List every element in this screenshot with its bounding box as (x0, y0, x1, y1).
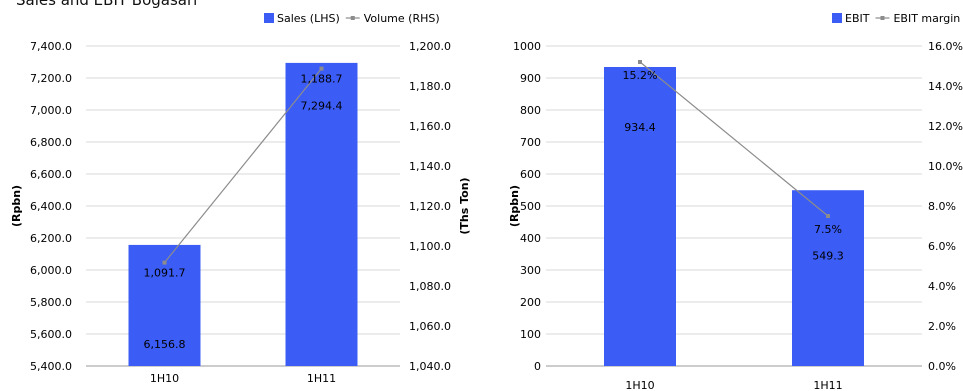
chart-2-ytick-label: 100 (520, 328, 541, 341)
chart-2-category-label: 1H11 (813, 379, 842, 391)
chart-1-ytick-label: 5,400.0 (30, 360, 72, 373)
chart-1-y2tick-label: 1,160.0 (409, 120, 451, 133)
chart-1-line-data-label: 1,091.7 (144, 267, 186, 280)
chart-1-y2tick-label: 1,180.0 (409, 80, 451, 93)
chart-2-ytick-label: 800 (520, 104, 541, 117)
chart-1-bar (285, 62, 358, 367)
chart-2-y-axis-title: (Rpbn) (508, 185, 521, 227)
chart-1-y2tick-label: 1,040.0 (409, 360, 451, 373)
page-title: Sales and EBIT Bogasari (16, 0, 198, 9)
chart-1-y2tick-label: 1,080.0 (409, 280, 451, 293)
chart-2-bar-data-label: 549.3 (812, 249, 844, 262)
chart-2-y2tick-label: 16.0% (928, 40, 963, 53)
chart-1-ytick-label: 5,800.0 (30, 296, 72, 309)
chart-2-ytick-label: 500 (520, 200, 541, 213)
chart-1-series-line (164, 68, 322, 263)
chart-1-ytick-label: 7,400.0 (30, 40, 72, 53)
chart-1-bar (128, 244, 201, 366)
chart-2-y2tick-label: 6.0% (928, 240, 956, 253)
chart-2-legend-line-label: EBIT margin (893, 12, 960, 25)
chart-2-y2tick-label: 2.0% (928, 320, 956, 333)
chart-2-legend-bar-label: EBIT (845, 12, 870, 25)
chart-2-line-point (826, 214, 830, 218)
chart-1-y2tick-label: 1,100.0 (409, 240, 451, 253)
chart-1-ytick-label: 6,800.0 (30, 136, 72, 149)
chart-1-ytick-label: 7,000.0 (30, 104, 72, 117)
chart-2-legend-bar-swatch (832, 13, 842, 23)
chart-2-y2tick-label: 10.0% (928, 160, 963, 173)
chart-2-legend-line-marker (880, 16, 885, 20)
chart-2-ytick-label: 600 (520, 168, 541, 181)
chart-1-ytick-label: 6,400.0 (30, 200, 72, 213)
chart-2-ytick-label: 200 (520, 296, 541, 309)
chart-2-category-label: 1H10 (625, 379, 654, 391)
chart-2-line-data-label: 15.2% (623, 69, 658, 82)
chart-2-y2tick-label: 8.0% (928, 200, 956, 213)
chart-1-y-axis-title: (Rpbn) (10, 185, 23, 227)
chart-1-y2tick-label: 1,140.0 (409, 160, 451, 173)
chart-2-line-data-label: 7.5% (814, 223, 842, 236)
chart-1-ytick-label: 7,200.0 (30, 72, 72, 85)
chart-2-ytick-label: 0 (534, 360, 541, 373)
chart-1-legend-line-marker (350, 16, 355, 20)
chart-2-ytick-label: 900 (520, 72, 541, 85)
chart-1-line-point (162, 260, 167, 265)
chart-2-ytick-label: 400 (520, 232, 541, 245)
chart-2-y2tick-label: 4.0% (928, 280, 956, 293)
chart-1-ytick-label: 6,200.0 (30, 232, 72, 245)
chart-2-bar (792, 190, 864, 366)
chart-2-ytick-label: 1000 (513, 40, 541, 53)
chart-1-y2tick-label: 1,200.0 (409, 40, 451, 53)
chart-1-legend-bar-label: Sales (LHS) (277, 12, 340, 25)
chart-2-ytick-label: 300 (520, 264, 541, 277)
chart-2-line-point (638, 60, 642, 64)
chart-1-line-data-label: 1,188.7 (301, 73, 343, 86)
chart-1-ytick-label: 5,600.0 (30, 328, 72, 341)
chart-1-bar-data-label: 6,156.8 (144, 338, 186, 351)
chart-2-y2tick-label: 14.0% (928, 80, 963, 93)
chart-1-y2tick-label: 1,120.0 (409, 200, 451, 213)
chart-1-legend-bar-swatch (264, 13, 274, 23)
chart-1-line-point (319, 66, 324, 71)
chart-2-ytick-label: 700 (520, 136, 541, 149)
chart-2-y2tick-label: 12.0% (928, 120, 963, 133)
chart-1-y2tick-label: 1,060.0 (409, 320, 451, 333)
chart-1-category-label: 1H11 (307, 372, 336, 385)
chart-1-ytick-label: 6,600.0 (30, 168, 72, 181)
chart-1-legend-line-label: Volume (RHS) (364, 12, 440, 25)
chart-1-category-label: 1H10 (150, 372, 179, 385)
chart-2-y2tick-label: 0.0% (928, 360, 956, 373)
chart-1-y2-axis-title: (Ths Ton) (458, 177, 471, 234)
chart-2-bar (604, 66, 676, 366)
chart-2-bar-data-label: 934.4 (624, 121, 656, 134)
chart-1-bar-data-label: 7,294.4 (301, 99, 343, 112)
chart-1-ytick-label: 6,000.0 (30, 264, 72, 277)
chart-2-series-line (639, 61, 829, 217)
